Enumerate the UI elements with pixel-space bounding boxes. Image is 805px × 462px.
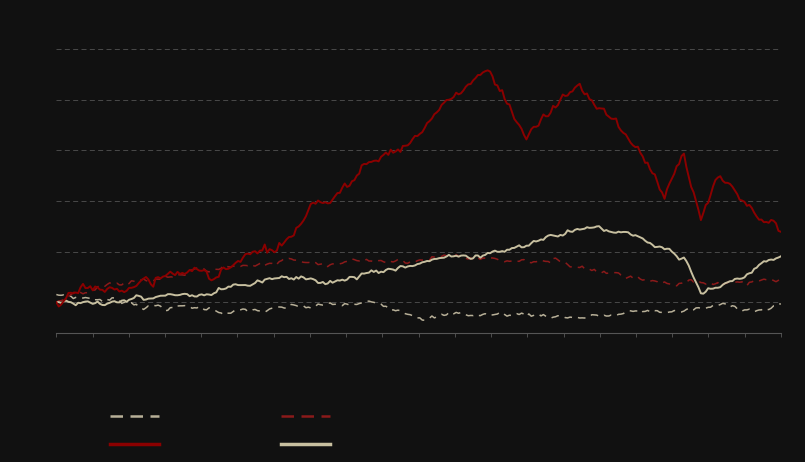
Legend: , : , [105, 405, 340, 430]
Legend: , : , [105, 432, 340, 457]
